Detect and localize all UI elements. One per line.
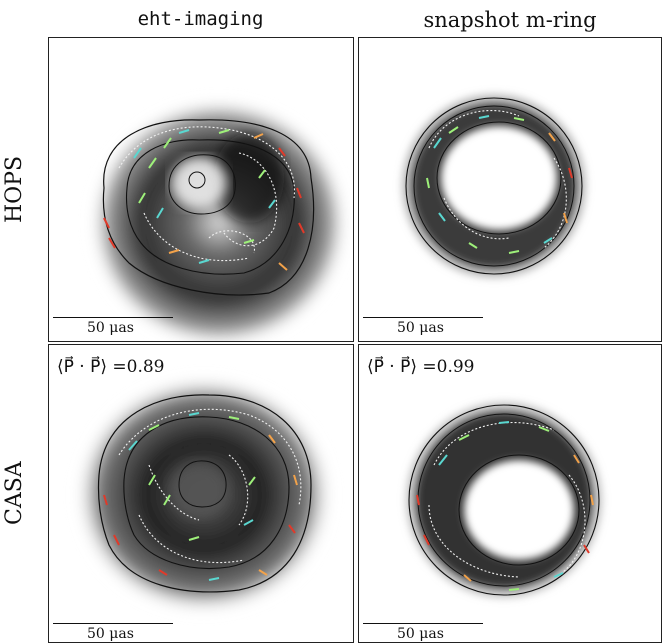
contour-outer <box>97 394 312 593</box>
scale-bar <box>53 317 173 318</box>
panel-hops-eht-imaging: 50 μas <box>48 37 354 342</box>
contour-inner <box>458 454 580 566</box>
panel-casa-snapshot-m-ring: ⟨P⃗ · P⃗⟩ =0.99 50 μas <box>358 344 662 643</box>
bright-center <box>171 157 227 209</box>
contour-inner <box>168 154 236 215</box>
blob <box>89 98 349 341</box>
row-title-hops: HOPS <box>2 155 27 223</box>
contour-outer <box>102 119 315 296</box>
polarization-correlation-metric: ⟨P⃗ · P⃗⟩ =0.99 <box>367 357 475 377</box>
polarization-ticks <box>103 412 298 581</box>
contour-outer <box>405 97 583 275</box>
column-title-eht-imaging: eht-imaging <box>137 8 264 30</box>
scale-bar <box>53 623 173 624</box>
contour-outer <box>408 404 600 596</box>
contour-outer-2 <box>413 105 575 267</box>
scale-bar <box>363 623 483 624</box>
scale-bar <box>363 317 483 318</box>
contour-mid <box>125 139 295 275</box>
image-hops-eht-imaging <box>89 98 349 341</box>
dotted-contours <box>428 109 567 249</box>
image-hops-snapshot-m-ring <box>402 94 586 278</box>
row-title-casa: CASA <box>2 461 27 525</box>
ring-hole <box>464 460 574 560</box>
polarization-correlation-metric: ⟨P⃗ · P⃗⟩ =0.89 <box>57 357 165 377</box>
dotted-contours <box>118 408 302 564</box>
panel-hops-snapshot-m-ring: 50 μas <box>358 37 662 342</box>
contour-center <box>188 171 206 189</box>
center-region <box>169 462 229 518</box>
panel-casa-eht-imaging: ⟨P⃗ · P⃗⟩ =0.89 50 μas <box>48 344 354 643</box>
ring-hole <box>441 126 557 230</box>
image-casa-eht-imaging <box>74 375 334 615</box>
dotted-contours <box>428 421 586 578</box>
contour-inner <box>436 121 562 235</box>
column-title-snapshot-m-ring: snapshot m-ring <box>423 8 597 32</box>
polarization-ticks <box>416 421 594 591</box>
scale-label: 50 μas <box>397 626 444 642</box>
image-casa-snapshot-m-ring <box>406 402 602 598</box>
scale-label: 50 μas <box>397 320 444 336</box>
polarization-ticks <box>103 129 305 271</box>
contour-inner <box>178 460 227 508</box>
contour-mid <box>123 416 290 569</box>
dotted-contours <box>118 126 295 262</box>
polarization-ticks <box>426 115 573 254</box>
scale-label: 50 μas <box>87 320 134 336</box>
scale-label: 50 μas <box>87 626 134 642</box>
